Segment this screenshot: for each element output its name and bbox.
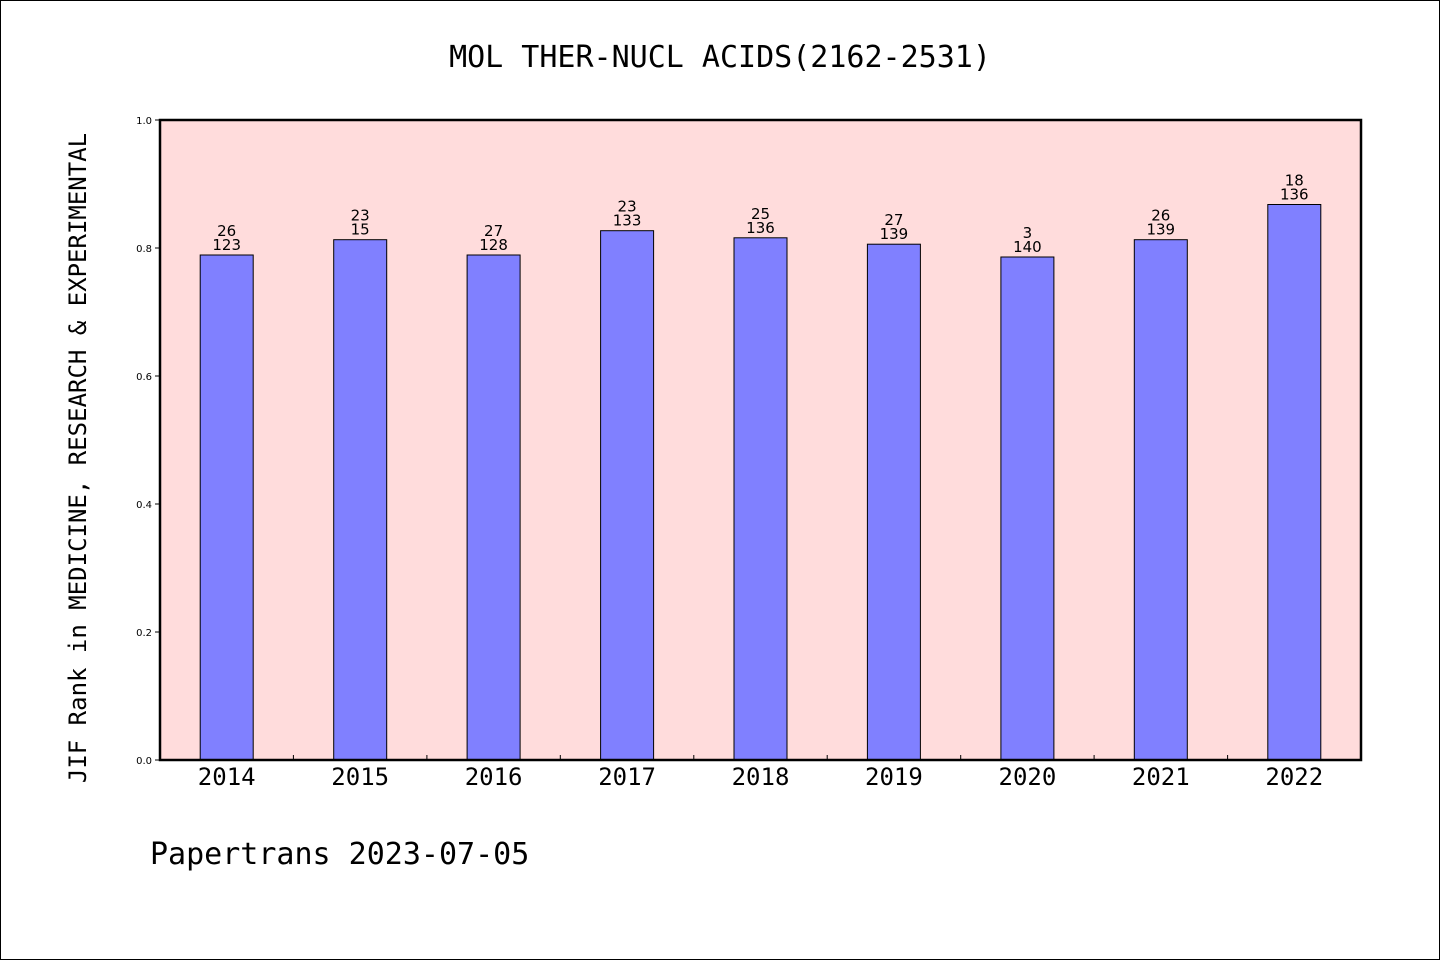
x-tick-label: 2016 [465, 763, 523, 791]
bar-rank-label: 25 [751, 205, 770, 223]
bar-2016 [466, 254, 521, 761]
x-axis-ticks: 2014 2015 2016 2017 2018 2019 2020 2021 2022 [198, 755, 1323, 791]
y-axis-label: JIF Rank in MEDICINE, RESEARCH & EXPERIM… [64, 133, 92, 783]
y-tick-label: 0.2 [136, 628, 152, 639]
bar-total-label: 139 [1146, 221, 1175, 239]
bar-rank-label: 18 [1285, 172, 1304, 190]
y-tick-label: 0.8 [136, 244, 152, 255]
y-axis-ticks: 0.0 0.2 0.4 0.6 0.8 1.0 [136, 116, 160, 767]
bar-total-label: 123 [212, 236, 241, 254]
bar-total-label: 128 [479, 236, 508, 254]
bar-total-label: 139 [880, 225, 909, 243]
bar-total-label: 140 [1013, 238, 1042, 256]
y-tick-label: 0.0 [136, 756, 152, 767]
bar-2015 [333, 239, 388, 761]
bar-total-label: 136 [746, 219, 775, 237]
bar-2017 [600, 230, 655, 761]
bar-total-label: 133 [613, 212, 642, 230]
bar-total-label: 136 [1280, 186, 1309, 204]
bar-rank-label: 27 [884, 211, 903, 229]
bar-2020 [1000, 256, 1055, 761]
bar-rank-label: 23 [618, 198, 637, 216]
footer-credit: Papertrans 2023-07-05 [150, 837, 529, 872]
x-tick-label: 2014 [198, 763, 256, 791]
y-tick-label: 0.4 [136, 500, 152, 511]
x-tick-label: 2018 [732, 763, 790, 791]
bar-2021 [1133, 239, 1188, 761]
bar-rank-label: 3 [1023, 224, 1033, 242]
plot-border [158, 118, 1363, 762]
bar-rank-label: 26 [217, 222, 236, 240]
bar-2022 [1267, 204, 1322, 761]
bar-rank-label: 23 [351, 207, 370, 225]
bar-2019 [866, 243, 921, 761]
bar-total-label: 15 [351, 221, 370, 239]
bar-rank-label: 27 [484, 222, 503, 240]
x-tick-label: 2019 [865, 763, 923, 791]
bar-2018 [733, 237, 788, 761]
bar-rank-label: 26 [1151, 207, 1170, 225]
x-tick-label: 2021 [1132, 763, 1190, 791]
x-tick-label: 2022 [1265, 763, 1323, 791]
bars-layer [199, 204, 1322, 761]
y-tick-label: 1.0 [136, 116, 152, 127]
bar-2014 [199, 254, 254, 761]
x-tick-label: 2020 [999, 763, 1057, 791]
y-tick-label: 0.6 [136, 372, 152, 383]
chart-title: MOL THER-NUCL ACIDS(2162-2531) [449, 40, 991, 75]
x-tick-label: 2017 [598, 763, 656, 791]
x-tick-label: 2015 [331, 763, 389, 791]
